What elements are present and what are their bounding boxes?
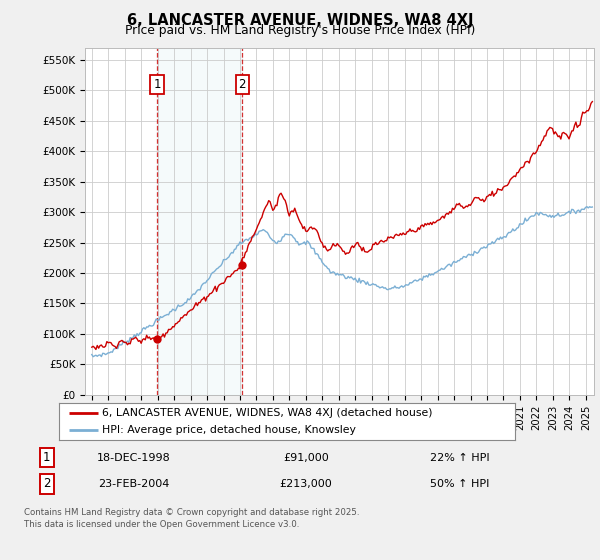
Text: 6, LANCASTER AVENUE, WIDNES, WA8 4XJ (detached house): 6, LANCASTER AVENUE, WIDNES, WA8 4XJ (de… — [102, 408, 433, 418]
Text: 1: 1 — [153, 78, 161, 91]
Text: £213,000: £213,000 — [280, 479, 332, 489]
Text: 6, LANCASTER AVENUE, WIDNES, WA8 4XJ: 6, LANCASTER AVENUE, WIDNES, WA8 4XJ — [127, 13, 473, 28]
Text: 18-DEC-1998: 18-DEC-1998 — [97, 452, 171, 463]
Text: Contains HM Land Registry data © Crown copyright and database right 2025.
This d: Contains HM Land Registry data © Crown c… — [24, 508, 359, 529]
Text: Price paid vs. HM Land Registry's House Price Index (HPI): Price paid vs. HM Land Registry's House … — [125, 24, 475, 36]
Text: 22% ↑ HPI: 22% ↑ HPI — [430, 452, 490, 463]
Text: £91,000: £91,000 — [283, 452, 329, 463]
Bar — [157, 48, 242, 395]
Text: 1: 1 — [43, 451, 50, 464]
Text: 2: 2 — [239, 78, 246, 91]
Text: 23-FEB-2004: 23-FEB-2004 — [98, 479, 170, 489]
Text: 2: 2 — [43, 477, 50, 491]
Text: 50% ↑ HPI: 50% ↑ HPI — [430, 479, 490, 489]
Text: HPI: Average price, detached house, Knowsley: HPI: Average price, detached house, Know… — [102, 425, 356, 435]
